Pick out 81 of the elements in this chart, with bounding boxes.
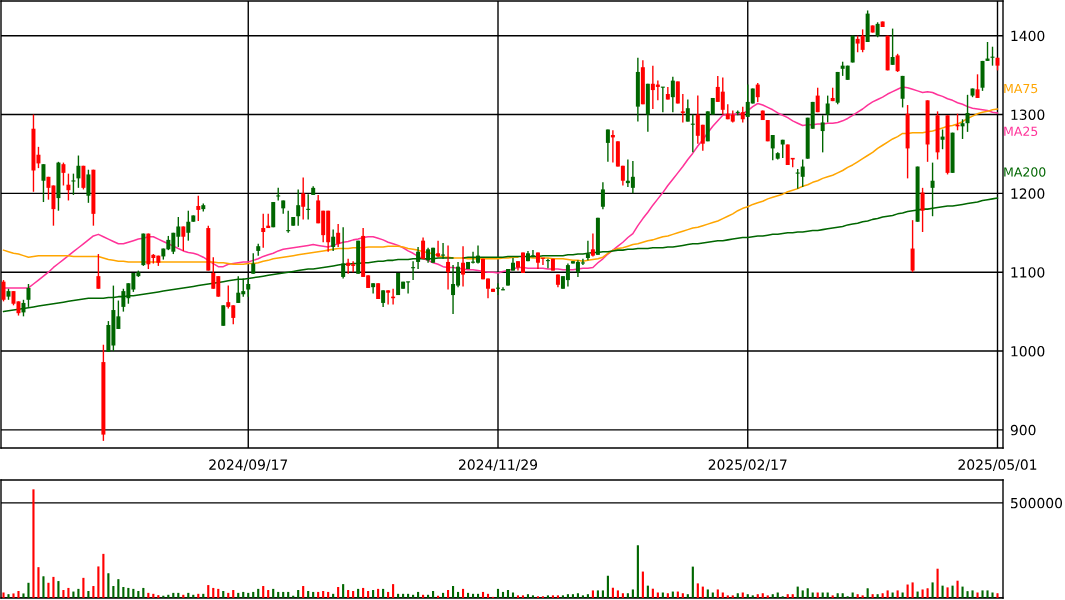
candlestick [71, 172, 76, 196]
candlestick [975, 73, 980, 99]
y-tick-label: 900 [1010, 424, 1036, 436]
candlestick [261, 213, 266, 249]
candlestick [76, 154, 81, 189]
candlestick [236, 275, 241, 304]
candlestick [496, 282, 500, 296]
candlestick [41, 163, 46, 203]
candlestick [181, 225, 186, 252]
candlestick [251, 252, 256, 275]
candlestick [301, 176, 306, 221]
candlestick [1, 279, 6, 303]
candlestick [421, 236, 426, 260]
candlestick [890, 27, 895, 66]
candlestick [755, 82, 760, 103]
x-tick-label: 2025/05/01 [958, 459, 1037, 471]
candlestick [690, 113, 695, 154]
candlestick [441, 242, 446, 260]
candlestick [386, 289, 391, 306]
candlestick [286, 210, 291, 234]
candlestick [825, 94, 830, 124]
candlestick [331, 228, 336, 252]
candlestick [680, 93, 685, 124]
candlestick [990, 46, 995, 67]
candlestick [186, 210, 191, 242]
series-label: MA200 [1004, 167, 1046, 177]
candlestick [86, 169, 91, 204]
candlestick [770, 134, 775, 161]
candlestick [341, 226, 346, 280]
x-tick-label: 2024/11/29 [459, 459, 538, 471]
candlestick [26, 283, 31, 308]
candlestick [346, 258, 351, 275]
candlestick [900, 75, 905, 109]
candlestick [66, 172, 71, 202]
candlestick [940, 128, 945, 150]
candlestick [630, 160, 635, 195]
candlestick [820, 114, 825, 154]
candlestick [296, 188, 301, 227]
candlestick [436, 239, 441, 258]
candlestick [416, 246, 421, 270]
series-label: MA75 [1004, 83, 1038, 94]
candlestick [965, 94, 970, 133]
y-tick-label: 1100 [1011, 267, 1045, 278]
candlestick [660, 86, 665, 113]
candlestick [670, 75, 675, 113]
candlestick [406, 280, 411, 295]
candlestick [461, 245, 466, 288]
candlestick [605, 128, 610, 163]
candlestick [446, 244, 451, 291]
candlestick [306, 193, 311, 221]
candlestick [501, 286, 505, 292]
candlestick [720, 76, 725, 116]
candlestick [196, 195, 201, 222]
candlestick [520, 251, 525, 274]
candlestick [61, 161, 66, 187]
y-tick-label: 1000 [1011, 346, 1045, 357]
candlestick [685, 98, 690, 123]
candlestick [960, 118, 965, 140]
candlestick [800, 158, 805, 188]
series-label: MA25 [1004, 126, 1038, 137]
candlestick [920, 187, 925, 233]
candlestick [860, 28, 865, 53]
candlestick [96, 253, 101, 290]
y-tick-label: 1400 [1011, 30, 1045, 42]
candlestick [545, 258, 550, 269]
candlestick [585, 239, 590, 262]
candlestick [411, 260, 416, 281]
candlestick [565, 262, 570, 288]
x-tick-label: 2024/09/17 [209, 459, 288, 471]
candlestick [895, 53, 900, 73]
y-tick-label: 1300 [1011, 109, 1045, 120]
candlestick [336, 223, 341, 248]
y-tick-label: 1200 [1011, 188, 1045, 199]
candlestick [530, 249, 535, 258]
candlestick [221, 304, 226, 327]
y-tick-label: 500000 [1011, 497, 1063, 509]
candlestick [451, 264, 456, 315]
x-tick-label: 2025/02/17 [708, 459, 787, 471]
candlestick [910, 219, 915, 273]
candlestick [815, 87, 820, 113]
candlestick [600, 181, 605, 210]
